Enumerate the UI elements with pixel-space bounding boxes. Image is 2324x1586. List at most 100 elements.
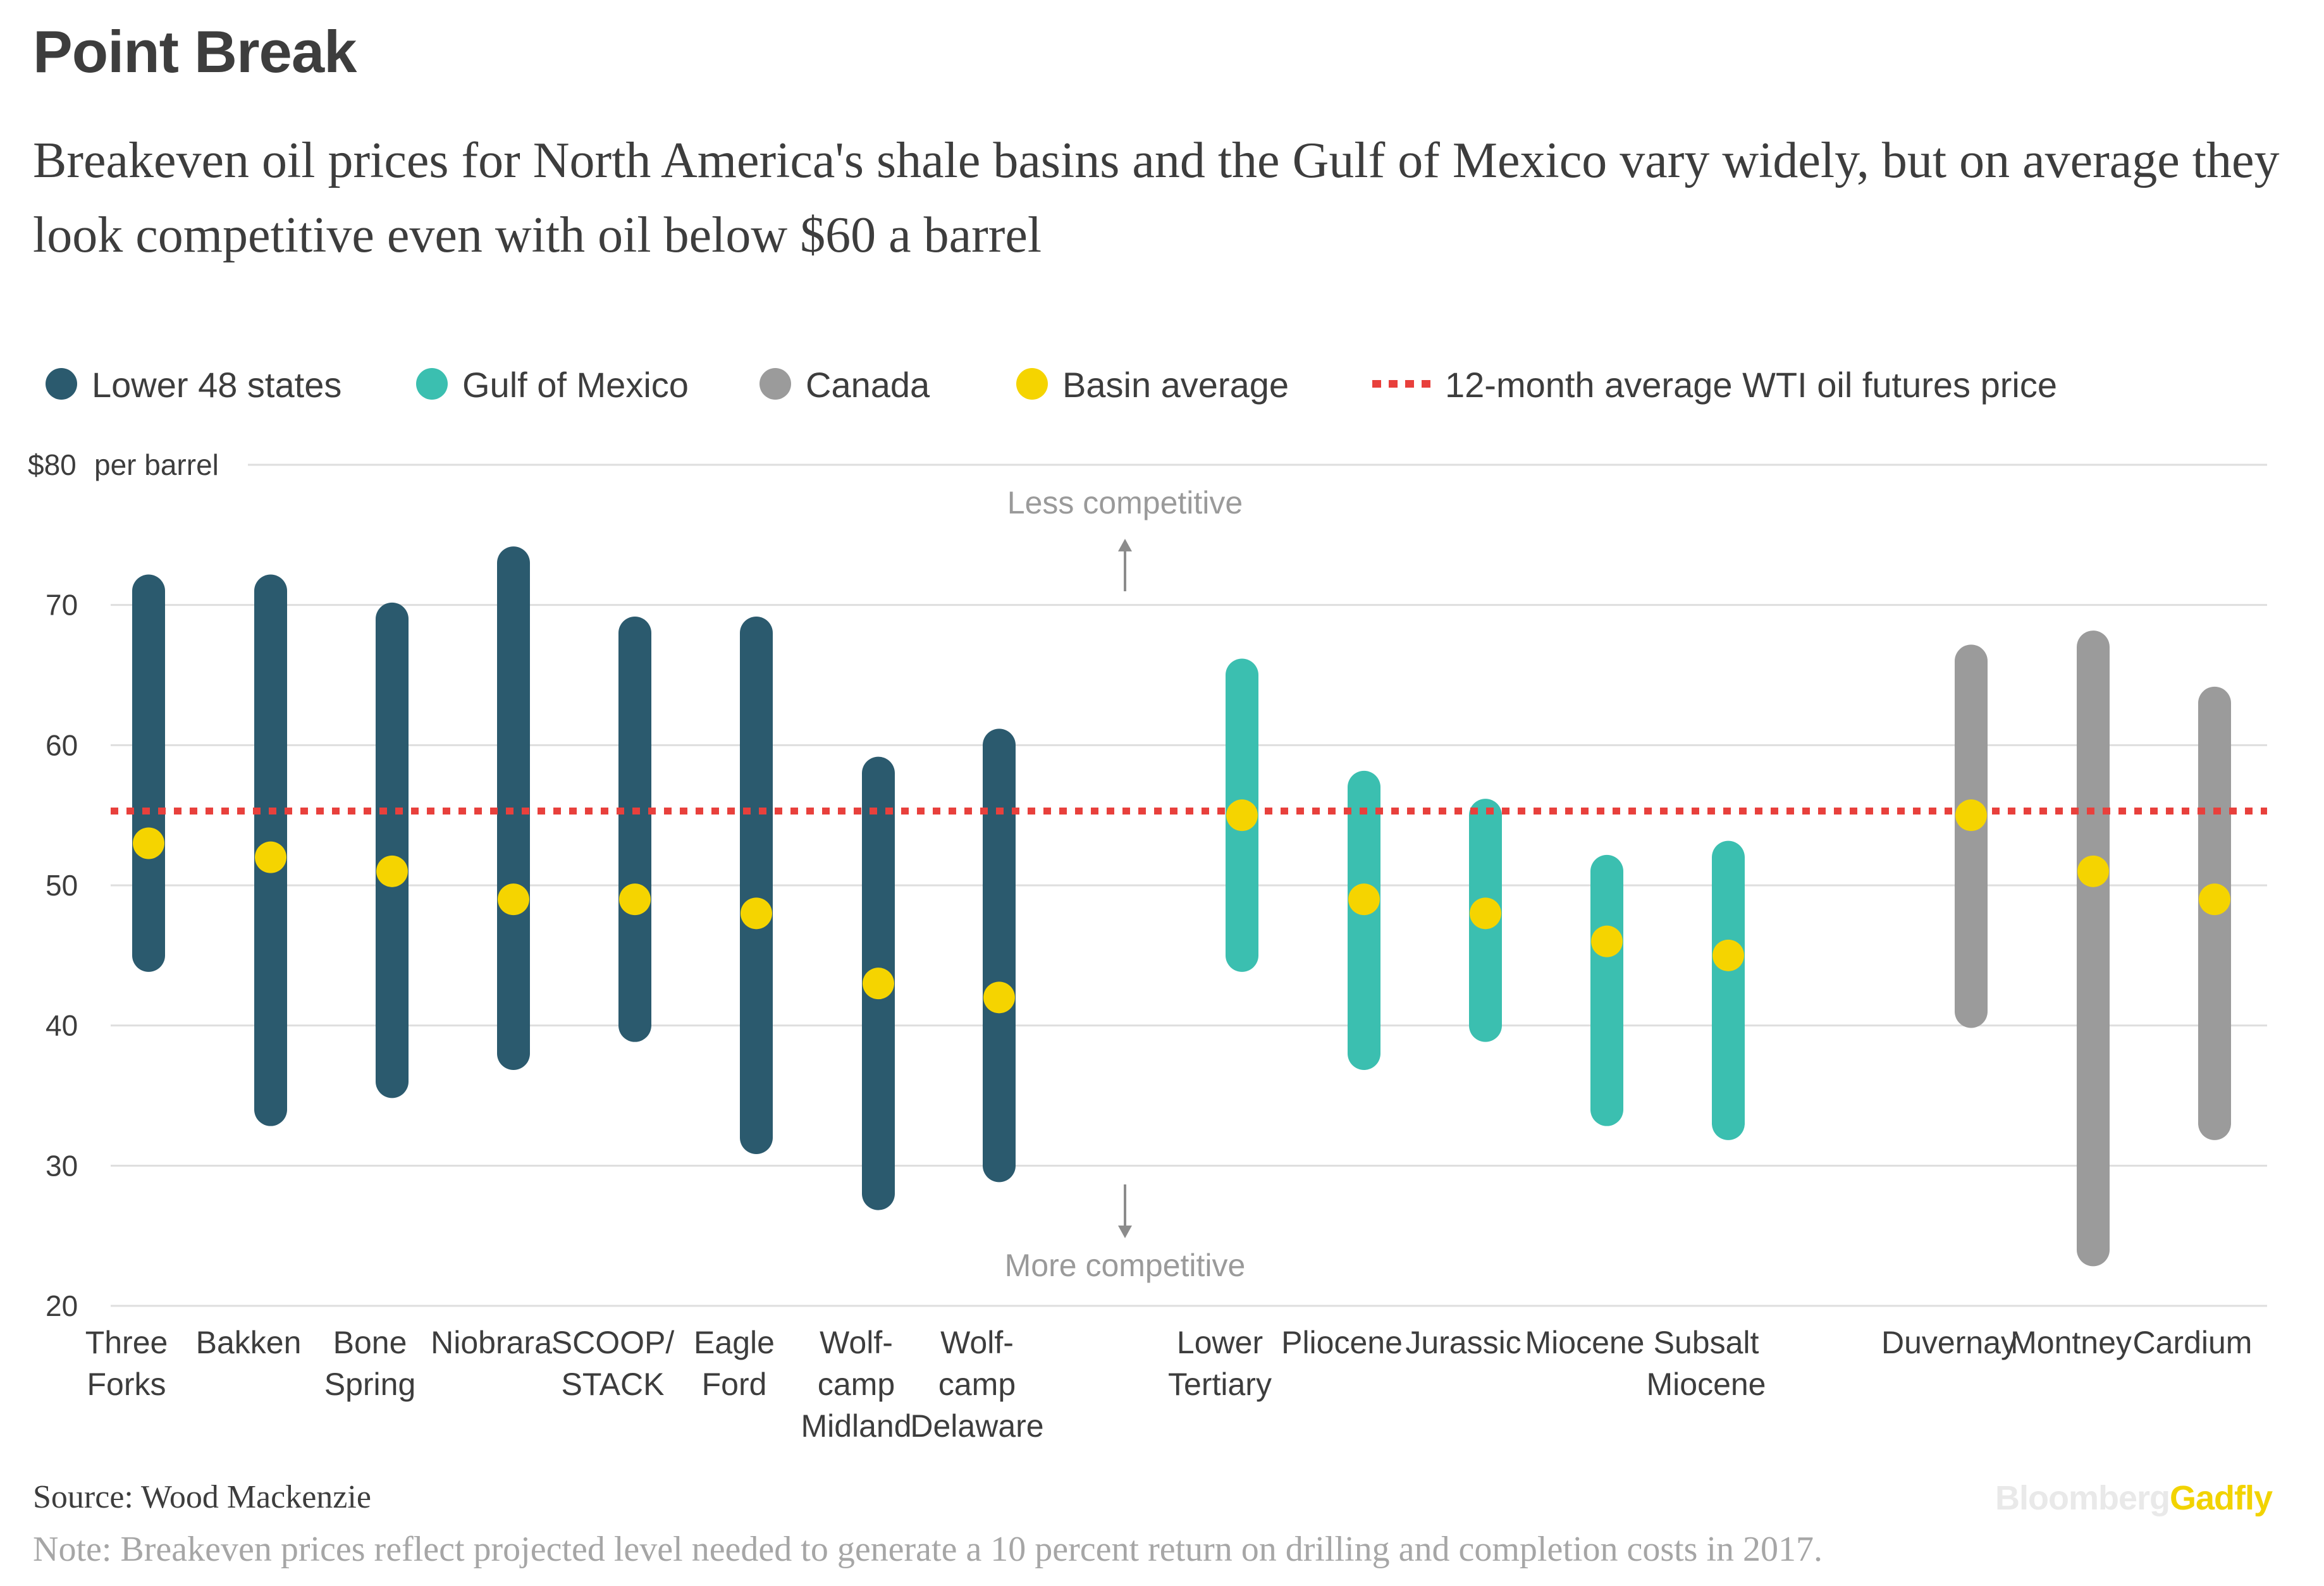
x-category-label: Eagle Ford bbox=[694, 1325, 775, 1402]
gridlines: 20 30 40 50 60 70 $80 per barrel bbox=[28, 448, 2267, 1322]
average-dot bbox=[863, 968, 894, 1000]
range-bar bbox=[376, 602, 409, 1098]
x-category-label: Wolf-camp Delaware bbox=[910, 1325, 1043, 1444]
annotations: Less competitive More competitive bbox=[1005, 485, 1246, 1283]
x-category-label: Subsalt Miocene bbox=[1647, 1325, 1766, 1402]
legend-label: Lower 48 states bbox=[92, 365, 341, 405]
legend-dotted-line-swatch bbox=[1405, 380, 1414, 388]
x-category-label: Montney bbox=[2010, 1325, 2132, 1360]
x-category-label-line: Miocene bbox=[1525, 1325, 1645, 1360]
average-dot bbox=[619, 883, 651, 916]
range-bar bbox=[132, 574, 165, 972]
y-tick-label: 20 bbox=[46, 1289, 78, 1322]
x-category-label-line: Bakken bbox=[196, 1325, 302, 1360]
legend-label: Basin average bbox=[1062, 365, 1289, 405]
x-category-label-line: camp bbox=[938, 1367, 1016, 1402]
x-category-label-line: Bone bbox=[333, 1325, 407, 1360]
x-category-label: Three Forks bbox=[85, 1325, 168, 1402]
range-bar bbox=[1348, 770, 1380, 1070]
average-dots bbox=[133, 799, 2230, 1014]
range-bars bbox=[132, 546, 2231, 1267]
x-category-label-line: Subsalt bbox=[1654, 1325, 1759, 1360]
x-category-label-line: Midland bbox=[801, 1408, 911, 1444]
x-category-label: Miocene bbox=[1525, 1325, 1645, 1360]
range-bar bbox=[2077, 630, 2110, 1267]
y-tick-label: $80 bbox=[28, 448, 77, 481]
y-tick-label: 50 bbox=[46, 869, 78, 902]
x-category-label: Wolf-camp Midland bbox=[801, 1325, 911, 1444]
x-category-label-line: Ford bbox=[702, 1367, 767, 1402]
y-tick-label: 30 bbox=[46, 1149, 78, 1182]
x-category-label: Bakken bbox=[196, 1325, 302, 1360]
y-tick-label: 70 bbox=[46, 589, 78, 622]
x-category-label-line: Niobrara bbox=[431, 1325, 552, 1360]
legend-label: Canada bbox=[806, 365, 930, 405]
legend-dotted-line-swatch bbox=[1372, 380, 1381, 388]
range-bar bbox=[1955, 644, 1988, 1028]
average-dot bbox=[2199, 883, 2230, 916]
x-category-label-line: Cardium bbox=[2133, 1325, 2253, 1360]
brand-logo-part1: Bloomberg bbox=[1995, 1479, 2170, 1517]
average-dot bbox=[1470, 897, 1501, 930]
legend-swatch bbox=[1016, 368, 1048, 400]
x-category-label: Cardium bbox=[2133, 1325, 2253, 1360]
x-category-label-line: STACK bbox=[562, 1367, 665, 1402]
legend-dotted-line-swatch bbox=[1422, 380, 1430, 388]
legend-swatch bbox=[759, 368, 791, 400]
range-bar bbox=[740, 617, 773, 1154]
average-dot bbox=[1712, 939, 1744, 971]
annotation-more-competitive: More competitive bbox=[1005, 1248, 1246, 1283]
x-category-label-line: Eagle bbox=[694, 1325, 775, 1360]
brand-logo: BloombergGadfly bbox=[1995, 1478, 2273, 1518]
average-dot bbox=[2077, 855, 2109, 887]
footnote: Note: Breakeven prices reflect projected… bbox=[33, 1530, 1823, 1569]
x-category-label: SCOOP/STACK bbox=[551, 1325, 675, 1402]
x-category-label-line: Forks bbox=[87, 1367, 166, 1402]
x-category-label-line: Pliocene bbox=[1281, 1325, 1403, 1360]
x-axis-labels: Three Forks Bakken Bone Spring NiobraraSCOOP/… bbox=[85, 1325, 2253, 1444]
x-category-label-line: Miocene bbox=[1647, 1367, 1766, 1402]
x-category-label: Bone Spring bbox=[324, 1325, 416, 1402]
x-category-label-line: Tertiary bbox=[1168, 1367, 1272, 1402]
x-category-label: Duvernay bbox=[1881, 1325, 2017, 1360]
x-category-label-line: Wolf- bbox=[820, 1325, 893, 1360]
x-category-label-line: Montney bbox=[2010, 1325, 2132, 1360]
x-category-label-line: Three bbox=[85, 1325, 168, 1360]
legend-swatch bbox=[416, 368, 448, 400]
range-bar bbox=[1712, 840, 1745, 1140]
x-category-label-line: camp bbox=[818, 1367, 895, 1402]
legend-label: Gulf of Mexico bbox=[462, 365, 689, 405]
range-bar bbox=[1590, 854, 1623, 1126]
average-dot bbox=[1591, 925, 1623, 957]
average-dot bbox=[983, 981, 1015, 1014]
x-category-label-line: Duvernay bbox=[1881, 1325, 2017, 1360]
average-dot bbox=[1955, 799, 1987, 832]
average-dot bbox=[255, 841, 286, 873]
x-category-label-line: SCOOP/ bbox=[551, 1325, 675, 1360]
average-dot bbox=[1348, 883, 1380, 916]
x-category-label-line: Lower bbox=[1177, 1325, 1263, 1360]
y-axis-unit-label: per barrel bbox=[94, 448, 219, 481]
annotation-less-competitive: Less competitive bbox=[1007, 485, 1243, 520]
legend-swatch bbox=[46, 368, 77, 400]
average-dot bbox=[376, 855, 408, 887]
x-category-label: Jurassic bbox=[1405, 1325, 1521, 1360]
range-bar bbox=[618, 617, 651, 1042]
up-arrow-icon bbox=[1118, 539, 1132, 551]
x-category-label: Pliocene bbox=[1281, 1325, 1403, 1360]
legend: Lower 48 states Gulf of Mexico Canada Basin… bbox=[46, 365, 2057, 405]
x-category-label-line: Jurassic bbox=[1405, 1325, 1521, 1360]
y-tick-label: 40 bbox=[46, 1009, 78, 1042]
y-tick-label: 60 bbox=[46, 728, 78, 761]
chart-subtitle: Breakeven oil prices for North America's… bbox=[33, 133, 2280, 263]
x-category-label-line: Delaware bbox=[910, 1408, 1043, 1444]
x-category-label-line: Spring bbox=[324, 1367, 416, 1402]
average-dot bbox=[741, 897, 772, 930]
source-note: Source: Wood Mackenzie bbox=[33, 1479, 371, 1515]
legend-dotted-line-swatch bbox=[1389, 380, 1398, 388]
brand-logo-part2: Gadfly bbox=[2170, 1479, 2273, 1517]
average-dot bbox=[498, 883, 529, 916]
average-dot bbox=[1226, 799, 1258, 832]
legend-label: 12-month average WTI oil futures price bbox=[1445, 365, 2057, 405]
